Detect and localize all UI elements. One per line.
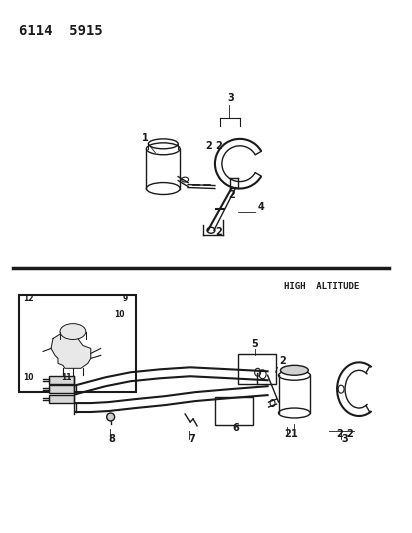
Bar: [49, 376, 74, 384]
Text: HIGH  ALTITUDE: HIGH ALTITUDE: [284, 282, 360, 292]
Text: 2: 2: [228, 190, 234, 200]
Text: 10: 10: [115, 310, 125, 319]
Text: 1: 1: [291, 429, 298, 439]
Bar: [215, 397, 253, 425]
Bar: [238, 354, 276, 384]
Text: 2: 2: [215, 227, 222, 237]
Bar: [19, 295, 136, 392]
Text: 2: 2: [215, 141, 222, 151]
Text: 3: 3: [228, 93, 234, 103]
Text: 7: 7: [188, 434, 195, 444]
Text: 6114  5915: 6114 5915: [19, 23, 103, 38]
Text: 5: 5: [252, 340, 258, 350]
Bar: [49, 395, 74, 403]
Text: 2: 2: [336, 429, 343, 439]
Ellipse shape: [60, 324, 86, 340]
Text: 11: 11: [61, 373, 72, 382]
Text: 6: 6: [233, 423, 239, 433]
Ellipse shape: [281, 365, 308, 375]
Circle shape: [107, 413, 115, 421]
Text: 2: 2: [279, 357, 286, 366]
Text: 2: 2: [346, 429, 353, 439]
Text: 1: 1: [142, 133, 149, 143]
Text: 9: 9: [122, 294, 128, 303]
Text: 10: 10: [23, 373, 34, 382]
Text: 3: 3: [341, 434, 348, 444]
Text: 12: 12: [23, 294, 34, 303]
Text: 4: 4: [258, 203, 265, 212]
Text: 8: 8: [109, 434, 115, 444]
Polygon shape: [51, 334, 91, 368]
Bar: [49, 385, 74, 393]
Text: 2: 2: [205, 141, 212, 151]
Text: 2: 2: [284, 429, 291, 439]
